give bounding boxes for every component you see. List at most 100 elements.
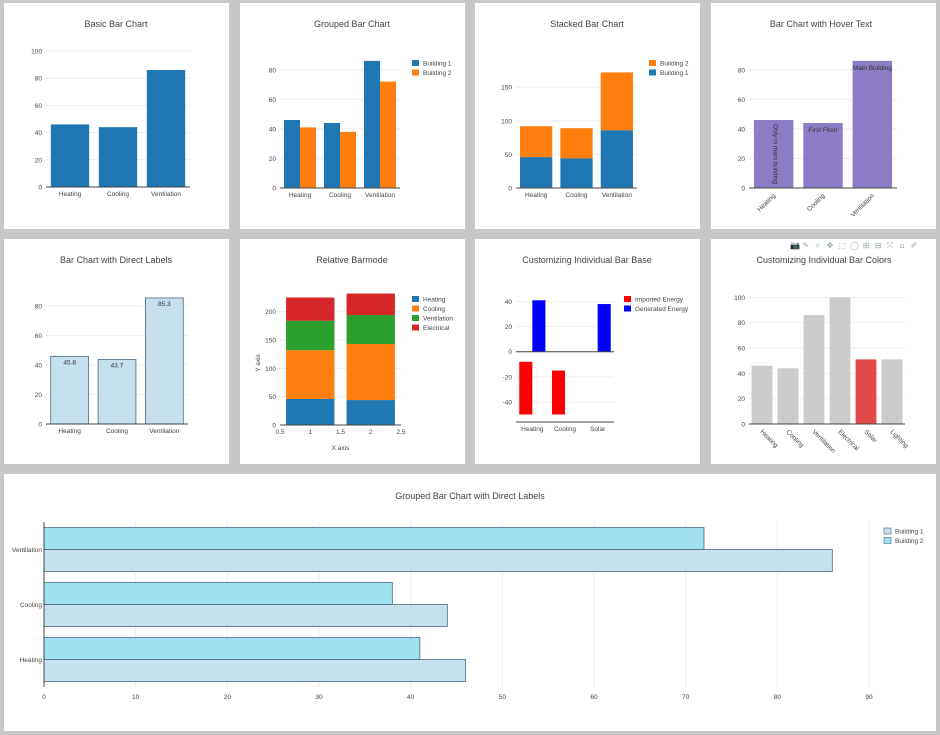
bar — [751, 365, 773, 424]
x-tick-label: Heating — [758, 429, 779, 450]
x-tick-label: 10 — [132, 694, 140, 701]
legend-label: Building 2 — [895, 538, 924, 545]
y-tick-label: 0 — [741, 422, 745, 429]
bar-text: Only in main building — [772, 124, 779, 185]
camera-icon[interactable]: 📷 — [790, 241, 800, 250]
modebar-toolbar: 📷 ✎ ⌕ ✥ ⬚ ◯ ⊞ ⊟ ⤧ ⌂ ✐ — [790, 240, 918, 252]
legend-label: Building 2 — [660, 61, 689, 68]
panel-bar-colors: Customizing Individual Bar Colors 0 20 40 60… — [711, 239, 936, 464]
x-tick-label: Heating — [58, 428, 81, 435]
bar — [519, 361, 533, 415]
bar — [340, 131, 356, 188]
zoom-out-icon[interactable]: ⊟ — [874, 241, 882, 250]
y-tick-label: 50 — [505, 152, 513, 159]
y-tick-label: 0 — [741, 186, 745, 193]
legend-swatch — [883, 537, 892, 544]
x-tick-label: Heating — [289, 192, 312, 199]
y-tick-label: 100 — [501, 118, 512, 125]
bar — [855, 359, 877, 424]
legend-swatch — [412, 305, 419, 312]
bar — [560, 128, 593, 159]
y-tick-label: 80 — [269, 67, 277, 74]
bar — [43, 637, 421, 660]
bar — [829, 297, 851, 424]
x-tick-label: Ventilation — [810, 429, 836, 455]
y-tick-label: -20 — [503, 374, 513, 381]
y-tick-label: 40 — [738, 371, 746, 378]
bar — [98, 127, 138, 187]
y-tick-label: 80 — [35, 76, 43, 83]
y-tick-label: 20 — [35, 157, 43, 164]
x-tick-label: Ventilation — [850, 192, 876, 218]
x-tick-label: Heating — [521, 426, 544, 433]
chart-title: Basic Bar Chart — [84, 19, 148, 29]
x-tick-label: Heating — [756, 192, 777, 213]
zoom-in-icon[interactable]: ⊞ — [862, 241, 870, 250]
y-tick-label: 80 — [738, 67, 746, 74]
bar — [346, 315, 395, 344]
home-icon[interactable]: ⌂ — [899, 241, 905, 250]
x-tick-label: 80 — [774, 694, 782, 701]
edit-icon[interactable]: ✐ — [910, 241, 918, 250]
bar — [803, 315, 825, 424]
x-tick-label: Cooling — [565, 192, 587, 199]
box-select-icon[interactable]: ⬚ — [838, 241, 846, 250]
bar — [520, 126, 553, 158]
lasso-icon[interactable]: ◯ — [850, 241, 859, 250]
zoom-icon[interactable]: ⌕ — [815, 241, 821, 250]
bar — [753, 120, 794, 188]
y-tick-label: 20 — [35, 392, 43, 399]
x-tick-label: Cooling — [806, 192, 827, 213]
bar — [300, 127, 316, 188]
legend-swatch — [412, 315, 419, 321]
bar — [286, 297, 335, 321]
legend-swatch — [412, 324, 419, 331]
chart-title: Stacked Bar Chart — [550, 19, 624, 29]
y-tick-label: 0 — [272, 423, 276, 430]
panel-relative-barmode: Relative Barmode 0 50 100 150 200 0.5 1 1.5 2 2.5 X… — [240, 239, 465, 464]
autoscale-icon[interactable]: ⤧ — [886, 241, 894, 250]
x-tick-label: 0.5 — [275, 429, 284, 436]
legend-swatch — [883, 527, 892, 535]
x-tick-label: 1 — [308, 429, 312, 436]
x-tick-label: Cooling — [329, 192, 351, 199]
bar-text: First Floor — [808, 127, 838, 134]
panel-bar-base: Customizing Individual Bar Base -40 -20 0 20… — [475, 239, 700, 464]
bar — [600, 72, 633, 131]
legend-label: Electrical — [423, 325, 450, 332]
x-tick-label: Cooling — [784, 429, 805, 450]
bar — [43, 549, 833, 572]
x-tick-label: 40 — [407, 694, 415, 701]
bar — [50, 124, 90, 187]
y-tick-label: 60 — [35, 103, 43, 110]
y-tick-label: 40 — [35, 130, 43, 137]
y-tick-label: 40 — [269, 126, 277, 133]
pan-icon[interactable]: ✥ — [826, 241, 834, 250]
bar — [346, 343, 395, 401]
x-tick-label: 50 — [499, 694, 507, 701]
legend-swatch — [624, 305, 631, 312]
x-tick-label: Ventilation — [602, 192, 632, 199]
bar — [777, 368, 799, 424]
chart-title: Grouped Bar Chart with Direct Labels — [395, 491, 545, 501]
panel-direct-labels-bar: Bar Chart with Direct Labels 0 20 40 60 80 Hea… — [4, 239, 229, 464]
bar — [803, 122, 843, 188]
x-tick-label: Ventilation — [151, 191, 181, 198]
x-tick-label: Heating — [525, 192, 548, 199]
y-tick-label: 100 — [265, 366, 276, 373]
y-tick-label: 40 — [505, 299, 513, 306]
chart-title: Bar Chart with Direct Labels — [60, 255, 173, 265]
y-tick-label: 40 — [738, 126, 746, 133]
legend-label: Building 2 — [423, 70, 452, 77]
x-tick-label: Cooling — [107, 191, 129, 198]
bar — [600, 130, 633, 188]
y-tick-label: 50 — [269, 394, 277, 401]
y-tick-label: 20 — [505, 324, 513, 331]
y-axis-title: Y axis — [255, 353, 262, 371]
pencil-icon[interactable]: ✎ — [802, 241, 810, 250]
y-tick-label: -40 — [503, 399, 513, 406]
bar — [597, 304, 611, 352]
x-tick-label: 0 — [42, 694, 46, 701]
bar — [144, 297, 184, 425]
legend-swatch — [412, 69, 419, 76]
